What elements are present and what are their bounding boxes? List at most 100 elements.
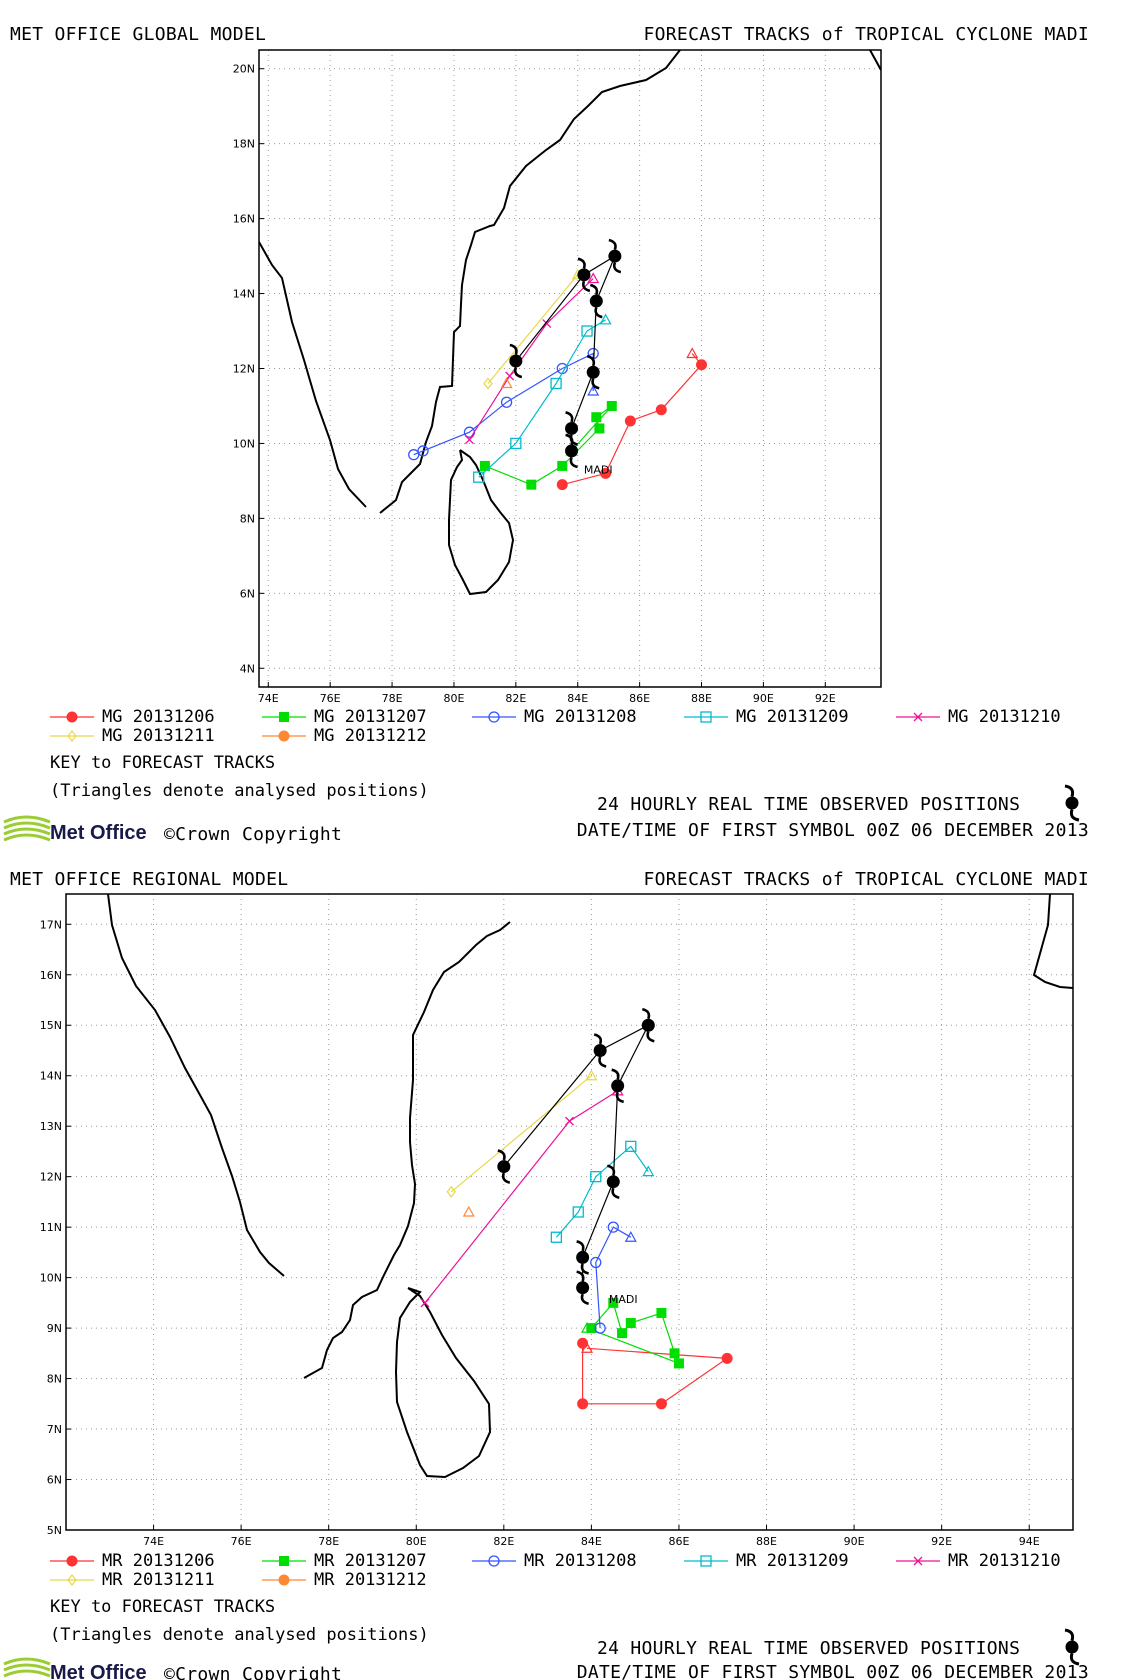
- legend-item: MR 20131208: [472, 1551, 637, 1571]
- forecast-point-marker: [446, 1185, 457, 1198]
- forecast-point-marker: [420, 1298, 430, 1308]
- track-line: [413, 352, 594, 456]
- analysed-position-marker: [599, 313, 612, 325]
- y-tick-label: 16N: [233, 213, 255, 226]
- regional-map-plot: 74E 76E 78E 80E 82E 84E 86E 88E 90E 92E 94E 5N 6N 7N…: [40, 893, 1074, 1548]
- forecast-point-marker: [581, 325, 593, 337]
- global-model-panel: MET OFFICE GLOBAL MODEL FORECAST TRACKS …: [3, 24, 1089, 845]
- analysed-position-marker: [624, 1231, 637, 1242]
- x-tick-label: 84E: [567, 692, 588, 705]
- y-tick-label: 12N: [40, 1171, 62, 1184]
- legend-item: MR 20131207: [262, 1551, 427, 1571]
- legend-item: MG 20131210: [896, 707, 1061, 727]
- legend-item: MG 20131206: [50, 707, 215, 727]
- forecast-point-marker: [655, 404, 667, 416]
- legend-label: MR 20131207: [314, 1551, 427, 1571]
- x-tick-label: 88E: [691, 692, 712, 705]
- y-tick-label: 11N: [40, 1221, 62, 1234]
- legend-marker: [279, 1556, 289, 1566]
- met-office-logo: Met Office: [3, 815, 147, 844]
- forecast-point-marker: [608, 1297, 619, 1308]
- legend-label: MR 20131206: [102, 1551, 215, 1571]
- legend-marker: [700, 711, 712, 723]
- forecast-track-series: [473, 313, 612, 483]
- forecast-point-marker: [696, 359, 708, 371]
- cyclone-symbol-icon: [1064, 1628, 1080, 1666]
- forecast-point-marker: [606, 400, 617, 411]
- forecast-point-marker: [479, 460, 490, 471]
- legend: MR 20131206 MR 20131207 MR 20131208 MR 2013…: [50, 1551, 1061, 1590]
- forecast-point-marker: [590, 1171, 602, 1183]
- copyright-text: ©Crown Copyright: [164, 1664, 342, 1680]
- x-tick-label: 88E: [756, 1535, 777, 1548]
- global-map-plot: 74E 76E 78E 80E 82E 84E 86E 88E 90E 92E 4N 6N 8N 10N…: [233, 49, 882, 705]
- legend-item: MG 20131211: [50, 726, 215, 746]
- legend-marker: [67, 1574, 77, 1586]
- first-symbol-label: DATE/TIME OF FIRST SYMBOL 00Z 06 DECEMBE…: [577, 820, 1089, 841]
- forecast-point-marker: [577, 1398, 589, 1410]
- forecast-point-marker: [483, 377, 493, 390]
- forecast-point-marker: [572, 1206, 584, 1218]
- legend-item: MR 20131206: [50, 1551, 215, 1571]
- forecast-point-marker: [510, 437, 522, 450]
- legend-label: MG 20131210: [948, 707, 1061, 727]
- y-tick-label: 12N: [233, 363, 255, 376]
- cyclone-position-icon: [497, 1149, 511, 1184]
- legend-marker: [66, 711, 78, 723]
- chart-title: FORECAST TRACKS of TROPICAL CYCLONE MADI: [644, 869, 1089, 890]
- x-tick-label: 90E: [844, 1535, 865, 1548]
- cyclone-position-icon: [606, 1164, 620, 1199]
- observed-positions-label: 24 HOURLY REAL TIME OBSERVED POSITIONS: [597, 1638, 1020, 1659]
- cyclone-position-icon: [608, 238, 622, 274]
- observed-positions: [497, 1007, 655, 1305]
- analysed-position-marker: [587, 272, 600, 284]
- forecast-point-marker: [655, 1398, 667, 1410]
- legend-item: MG 20131207: [262, 707, 427, 727]
- first-symbol-label: DATE/TIME OF FIRST SYMBOL 00Z 06 DECEMBE…: [577, 1662, 1089, 1680]
- track-line: [450, 1075, 592, 1193]
- forecast-track-series: [446, 1069, 598, 1198]
- y-tick-label: 6N: [240, 587, 255, 600]
- forecast-track-series: [550, 1140, 655, 1243]
- cyclone-position-icon: [577, 257, 591, 293]
- x-tick-label: 74E: [258, 692, 279, 705]
- forecast-point-marker: [500, 396, 513, 408]
- cyclone-position-icon: [576, 1240, 590, 1275]
- legend-marker: [488, 1555, 500, 1567]
- forecast-point-marker: [594, 423, 605, 434]
- legend-marker: [278, 730, 290, 742]
- logo-text: Met Office: [50, 822, 147, 844]
- storm-label: MADI: [609, 1293, 638, 1306]
- forecast-track-series: [462, 1205, 475, 1217]
- legend-item: MG 20131212: [262, 726, 427, 746]
- forecast-track-series: [590, 1221, 637, 1334]
- analysed-position-marker: [462, 1205, 475, 1217]
- coastline: [107, 894, 1073, 1479]
- y-tick-label: 15N: [40, 1019, 62, 1032]
- y-tick-label: 5N: [47, 1524, 62, 1537]
- x-tick-label: 90E: [753, 692, 774, 705]
- legend-label: MG 20131209: [736, 707, 849, 727]
- track-line: [487, 274, 579, 384]
- legend: MG 20131206 MG 20131207 MG 20131208 MG 2013…: [50, 707, 1061, 746]
- forecast-point-marker: [625, 1318, 636, 1329]
- cyclone-position-icon: [593, 1033, 607, 1068]
- legend-label: MG 20131207: [314, 707, 427, 727]
- track-line: [468, 278, 594, 441]
- y-tick-label: 4N: [240, 662, 255, 675]
- legend-label: MG 20131206: [102, 707, 215, 727]
- track-line: [595, 1226, 632, 1329]
- x-tick-label: 76E: [231, 1535, 252, 1548]
- cyclone-position-icon: [586, 354, 600, 390]
- key-note: (Triangles denote analysed positions): [50, 781, 429, 801]
- forecast-point-marker: [586, 1323, 597, 1334]
- analysed-position-marker: [642, 1165, 655, 1177]
- legend-item: MR 20131211: [50, 1570, 215, 1590]
- forecast-point-marker: [417, 445, 429, 457]
- analysed-position-marker: [500, 377, 513, 389]
- met-office-logo: Met Office: [3, 1657, 147, 1680]
- x-tick-label: 78E: [318, 1535, 339, 1548]
- forecast-point-marker: [607, 1221, 619, 1233]
- y-tick-label: 17N: [40, 918, 62, 931]
